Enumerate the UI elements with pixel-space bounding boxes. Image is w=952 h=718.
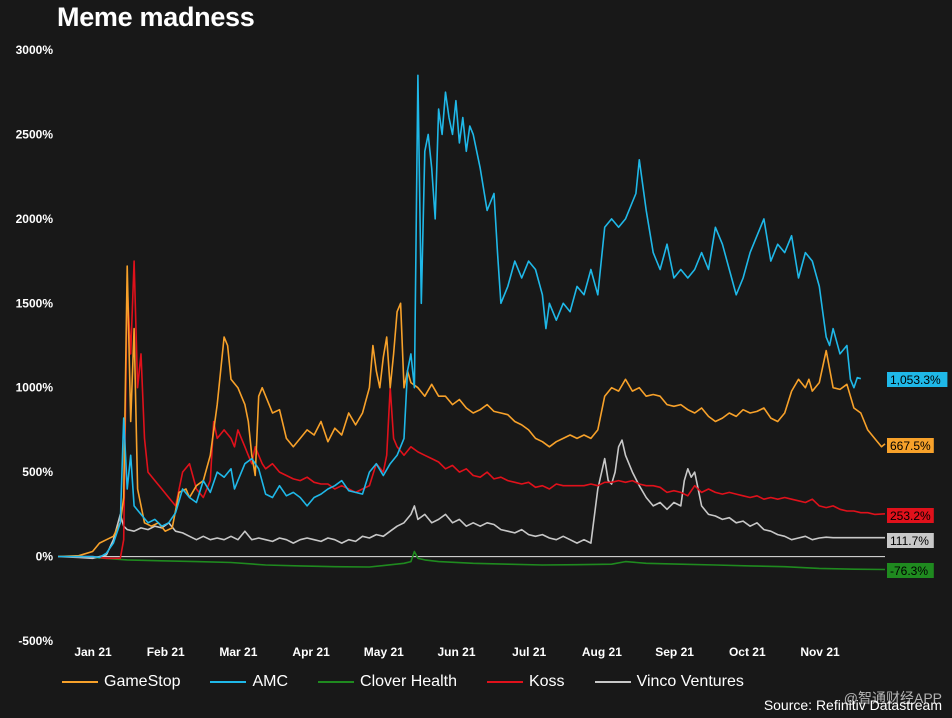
x-tick-label: Nov 21 [800, 645, 840, 659]
series-line-gamestop [57, 265, 886, 558]
legend-swatch [594, 681, 631, 683]
legend-label: Koss [528, 673, 565, 690]
end-label-box [887, 508, 934, 523]
end-label-koss: 253.2% [887, 508, 934, 523]
legend-swatch [62, 681, 98, 683]
watermark: @智通财经APP [843, 690, 942, 706]
source-note: Source: Refinitiv Datastream [763, 697, 942, 713]
end-label-box [887, 438, 934, 453]
legend-swatch [486, 681, 523, 683]
x-tick-label: Jun 21 [437, 645, 475, 659]
end-label-text: 111.7% [890, 534, 929, 548]
legend: GameStop AMC Clover Health Koss Vinco Ventur… [62, 672, 774, 692]
x-tick-label: Sep 21 [655, 645, 694, 659]
end-labels: 667.5% 1,053.3% -76.3% 253.2% 111.7% [887, 372, 948, 578]
end-label-clover-health: -76.3% [887, 563, 934, 578]
legend-item-clover-health: Clover Health [318, 673, 457, 691]
x-tick-label: Aug 21 [582, 645, 622, 659]
y-tick-label: 3000% [16, 43, 54, 57]
chart-plot: 3000% 2500% 2000% 1500% 1000% 500% 0% -500% Jan… [16, 43, 948, 659]
y-tick-label: 2000% [16, 212, 54, 226]
y-tick-label: 1000% [16, 381, 54, 395]
y-tick-label: 2500% [16, 127, 54, 141]
y-tick-label: -500% [18, 634, 53, 648]
y-tick-label: 0% [36, 550, 54, 564]
end-label-text: 667.5% [890, 439, 931, 453]
x-tick-label: Mar 21 [219, 645, 257, 659]
x-tick-label: Jan 21 [74, 645, 112, 659]
legend-swatch [318, 681, 355, 683]
series-lines [57, 74, 886, 571]
x-tick-label: Feb 21 [147, 645, 185, 659]
series-line-amc [58, 74, 862, 559]
legend-label: Vinco Ventures [636, 673, 744, 690]
end-label-amc: 1,053.3% [887, 372, 948, 387]
legend-item-gamestop: GameStop [62, 673, 180, 691]
x-tick-label: Oct 21 [729, 645, 766, 659]
end-label-box [887, 563, 934, 578]
x-axis: Jan 21 Feb 21 Mar 21 Apr 21 May 21 Jun 21 Jul … [74, 645, 840, 659]
chart-title: Meme madness [57, 2, 255, 32]
end-label-box [887, 372, 948, 387]
legend-label: GameStop [104, 673, 181, 690]
end-label-text: 1,053.3% [890, 373, 941, 387]
legend-item-vinco-ventures: Vinco Ventures [594, 673, 744, 691]
y-axis: 3000% 2500% 2000% 1500% 1000% 500% 0% -500% [16, 43, 54, 648]
series-line-vinco-ventures [57, 439, 885, 560]
end-label-text: -76.3% [890, 564, 928, 578]
end-label-vinco-ventures: 111.7% [887, 533, 934, 548]
legend-label: AMC [252, 673, 289, 690]
legend-swatch [210, 681, 247, 683]
x-tick-label: Apr 21 [292, 645, 330, 659]
end-label-gamestop: 667.5% [887, 438, 934, 453]
legend-item-koss: Koss [486, 673, 565, 691]
legend-item-amc: AMC [210, 673, 288, 691]
x-tick-label: May 21 [364, 645, 404, 659]
end-label-box [887, 533, 934, 548]
series-line-clover-health [57, 550, 886, 571]
y-tick-label: 1500% [16, 296, 54, 310]
legend-label: Clover Health [360, 673, 457, 690]
x-tick-label: Jul 21 [512, 645, 546, 659]
y-tick-label: 500% [22, 465, 53, 479]
end-label-text: 253.2% [890, 509, 931, 523]
